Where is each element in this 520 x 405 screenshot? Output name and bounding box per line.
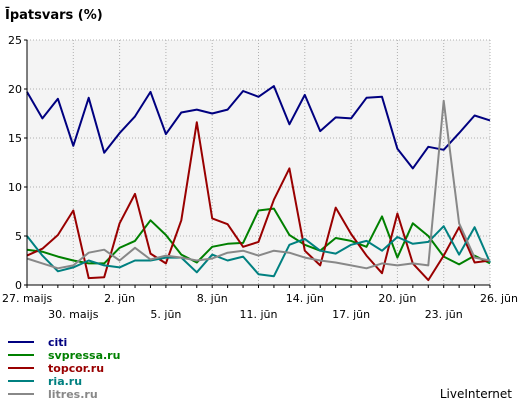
- series-line-svpressa.ru: [26, 207, 491, 266]
- y-tick-label: 15: [8, 132, 22, 145]
- y-tick-label: 20: [8, 83, 22, 96]
- watermark-text: LiveInternet: [440, 387, 512, 401]
- x-tick-label: 2. jūn: [104, 292, 135, 305]
- x-tick-label: 14. jūn: [286, 292, 324, 305]
- series-line-ria.ru: [26, 225, 491, 278]
- legend-label: citi: [48, 336, 67, 349]
- series-lines: [26, 85, 491, 282]
- x-tick-label: 26. jūn: [480, 292, 518, 305]
- series-line-litres.ru: [26, 99, 491, 270]
- x-tick-label: 17. jūn: [332, 308, 370, 321]
- x-tick-label: 8. jūn: [197, 292, 228, 305]
- x-tick-label: 30. maijs: [48, 308, 99, 321]
- x-tick-label: 23. jūn: [425, 308, 463, 321]
- legend-label: svpressa.ru: [48, 349, 120, 362]
- x-tick-label: 20. jūn: [378, 292, 416, 305]
- x-axis-ticks: 27. maijs 2. jūn 8. jūn 14. jūn 20. jūn 26. j…: [2, 285, 518, 321]
- y-tick-label: 10: [8, 181, 22, 194]
- x-tick-label: 11. jūn: [240, 308, 278, 321]
- legend-label: topcor.ru: [48, 362, 104, 375]
- y-axis-ticks: 0 5 10 15 20 25: [8, 34, 27, 292]
- legend-label: ria.ru: [48, 375, 82, 388]
- y-tick-label: 25: [8, 34, 22, 47]
- chart-title: Īpatsvars (%): [5, 8, 103, 23]
- y-tick-label: 5: [15, 230, 22, 243]
- x-tick-label: 27. maijs: [2, 292, 53, 305]
- legend-label: litres.ru: [48, 388, 98, 401]
- x-tick-label: 5. jūn: [150, 308, 181, 321]
- series-line-citi: [26, 85, 491, 170]
- y-tick-label: 0: [15, 279, 22, 292]
